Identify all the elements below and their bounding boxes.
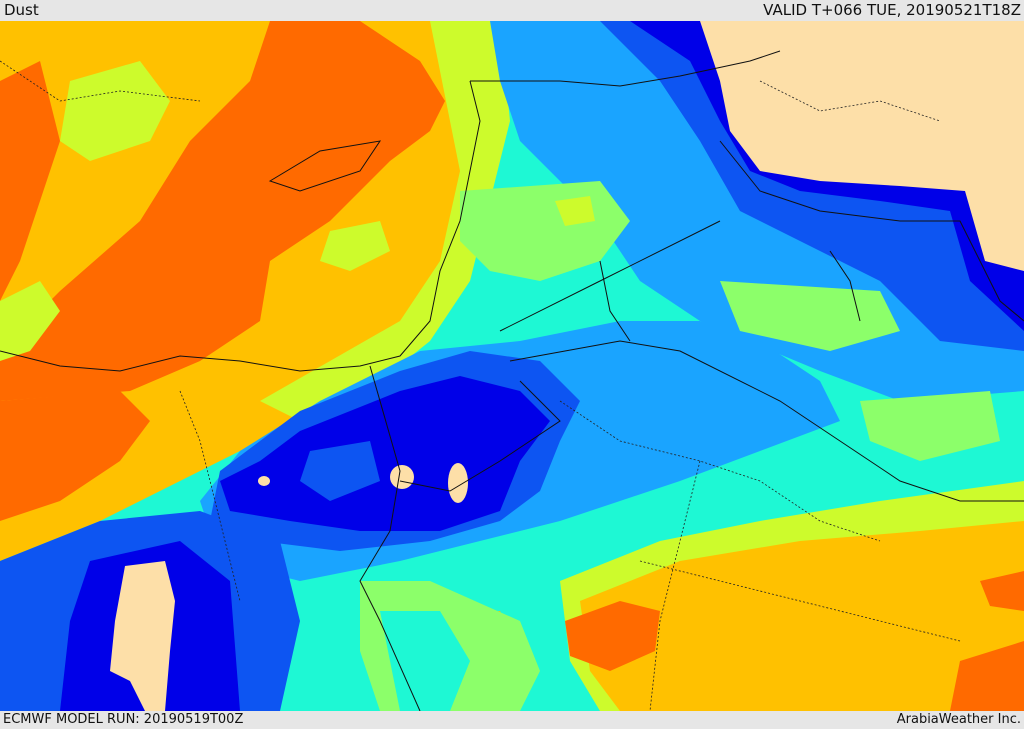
dust-low-center-deep [60,376,550,711]
credit-label: ArabiaWeather Inc. [896,712,1021,727]
dust-mod-east-3 [860,391,1000,461]
dust-vhigh-southeast-1 [565,601,660,671]
dust-vhigh-southeast-2 [980,571,1024,611]
dust-verylow-blob-2 [448,463,468,503]
map-title: Dust [4,1,39,19]
dust-forecast-map[interactable] [0,21,1024,711]
coastlines [0,50,1024,711]
map-header: Dust VALID T+066 TUE, 20190521T18Z [0,0,1024,21]
dust-vhigh-southwest [0,391,150,521]
dust-mod-east-2 [720,281,900,351]
dust-mod-east-5 [555,196,595,226]
dust-low-south-strip [380,611,470,711]
dust-vhigh-southeast-3 [950,641,1024,711]
dust-vhigh-west [0,61,60,301]
dust-low-center-patch [300,441,380,501]
dust-vhigh-center [0,21,445,401]
dust-verylow-blob-1 [390,465,414,489]
dust-mod-west-2 [0,281,60,361]
dust-mod-west-1 [60,61,170,161]
dust-verylow-blob-3 [258,476,270,486]
dust-high-southeast [580,521,1024,711]
dust-verylow-southwest [110,561,175,711]
map-footer: ECMWF MODEL RUN: 20190519T00Z ArabiaWeat… [0,711,1024,729]
valid-time-label: VALID T+066 TUE, 20190521T18Z [763,1,1021,19]
model-run-label: ECMWF MODEL RUN: 20190519T00Z [3,712,244,727]
dust-verylow-northeast [700,21,1024,271]
dust-mod-west-3 [320,221,390,271]
country-borders [0,60,961,711]
